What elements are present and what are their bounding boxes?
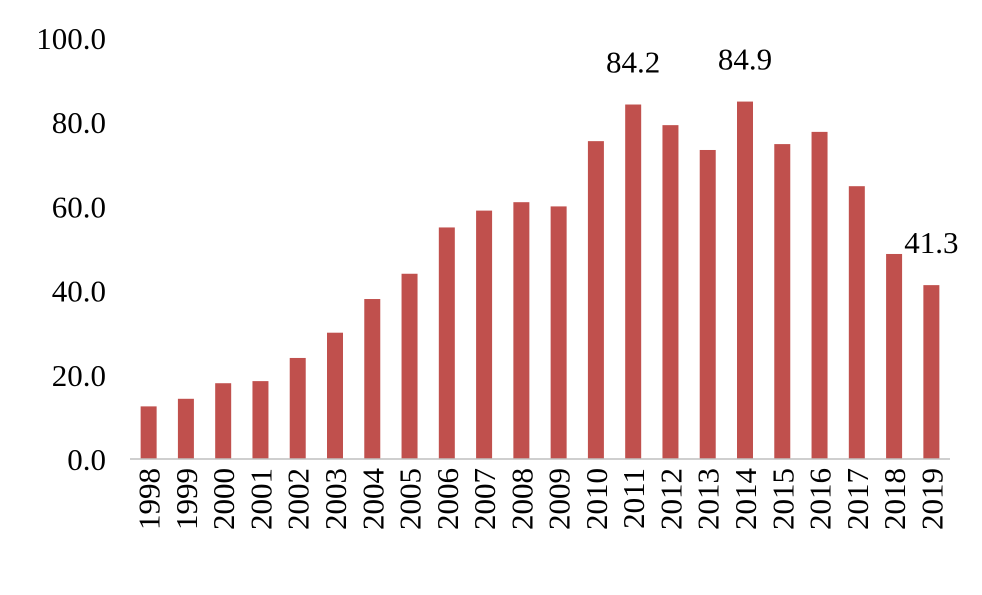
x-tick-label: 2017 (840, 468, 875, 530)
x-tick-label: 2005 (393, 468, 428, 530)
x-tick-label: 1998 (132, 468, 167, 530)
x-tick-label: 2003 (318, 468, 353, 530)
bar (215, 383, 232, 459)
y-tick-label: 60.0 (52, 189, 106, 224)
x-tick-label: 2016 (803, 468, 838, 530)
x-tick-label: 2010 (579, 468, 614, 530)
value-label: 84.2 (606, 45, 660, 80)
x-tick-label: 2018 (877, 468, 912, 530)
x-tick-label: 2008 (504, 468, 539, 530)
x-tick-label: 2004 (355, 468, 390, 531)
bar (364, 299, 381, 459)
y-tick-label: 20.0 (52, 358, 106, 393)
bar (737, 101, 753, 460)
bar (923, 285, 940, 459)
bar (327, 332, 343, 459)
bar (774, 144, 791, 460)
bar (289, 357, 306, 459)
x-tick-label: 2013 (691, 468, 726, 530)
x-tick-label: 2007 (467, 468, 502, 530)
y-tick-label: 40.0 (52, 274, 106, 309)
y-tick-label: 100.0 (36, 21, 106, 56)
bar (886, 253, 903, 459)
bar (587, 141, 604, 459)
bar (401, 273, 418, 459)
bar (476, 210, 493, 459)
x-tick-label: 2011 (616, 468, 651, 529)
y-tick-label: 80.0 (52, 105, 106, 140)
x-tick-label: 1999 (169, 468, 204, 530)
x-tick-label: 2015 (765, 468, 800, 530)
x-tick-label: 2000 (206, 468, 241, 530)
bar (699, 149, 716, 459)
value-label: 84.9 (718, 42, 772, 77)
y-tick-label: 0.0 (67, 442, 106, 477)
bar (140, 406, 157, 459)
x-tick-label: 2006 (430, 468, 465, 530)
bar (848, 186, 865, 459)
x-tick-label: 2009 (542, 468, 577, 530)
x-tick-label: 2014 (728, 468, 763, 531)
bar (625, 104, 642, 459)
bar (662, 125, 679, 459)
bar (252, 381, 269, 459)
x-tick-label: 2019 (914, 468, 949, 530)
bar (513, 202, 530, 459)
x-tick-label: 2012 (653, 468, 688, 530)
bar (177, 398, 194, 459)
bar (550, 206, 567, 459)
bar (811, 131, 828, 459)
x-tick-label: 2002 (281, 468, 316, 530)
bar (438, 227, 455, 459)
value-label: 41.3 (904, 225, 958, 260)
x-tick-label: 2001 (243, 468, 278, 530)
